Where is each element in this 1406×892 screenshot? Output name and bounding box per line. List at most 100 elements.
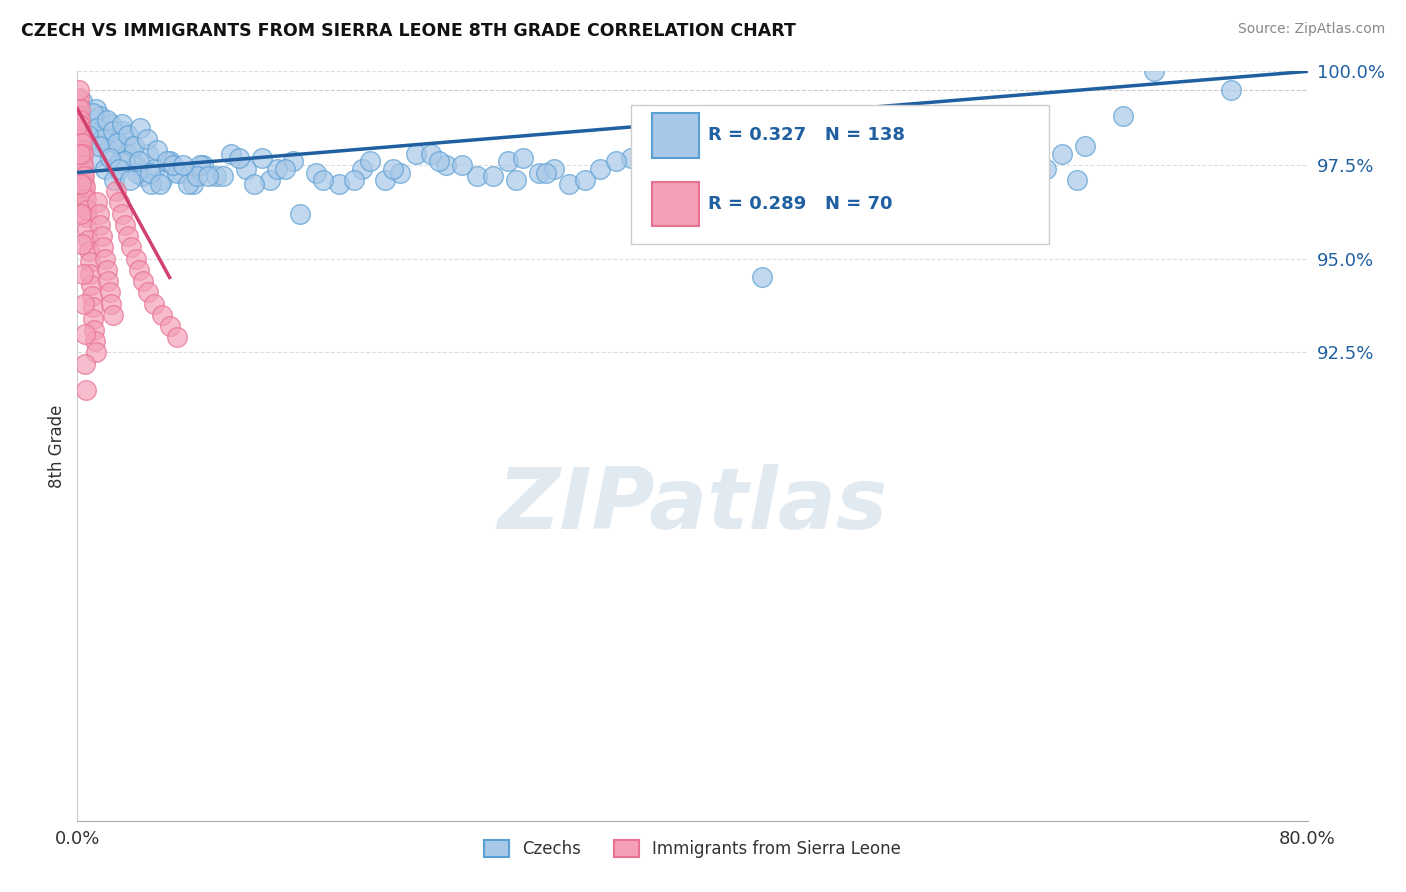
Point — [79, 120, 101, 135]
Point — [67, 98, 90, 112]
Point — [105, 136, 128, 150]
Point — [80, 289, 103, 303]
Point — [851, 154, 873, 169]
Point — [742, 161, 765, 176]
Point — [69, 120, 91, 135]
Point — [243, 177, 266, 191]
Point — [86, 120, 108, 135]
Point — [281, 154, 304, 169]
Text: R = 0.327   N = 138: R = 0.327 N = 138 — [709, 127, 905, 145]
Point — [866, 177, 889, 191]
Point — [1066, 173, 1088, 187]
Point — [820, 173, 842, 187]
Point — [957, 151, 980, 165]
Point — [108, 195, 131, 210]
Point — [69, 113, 91, 128]
Point — [141, 177, 163, 191]
Point — [83, 323, 105, 337]
Point — [79, 267, 101, 281]
Point — [90, 132, 114, 146]
Point — [172, 158, 194, 172]
Point — [70, 143, 93, 157]
Point — [98, 151, 121, 165]
Point — [696, 158, 718, 172]
Point — [87, 139, 110, 153]
Point — [481, 169, 503, 184]
Point — [70, 95, 93, 109]
Point — [70, 136, 93, 150]
Point — [114, 154, 136, 169]
Point — [496, 154, 519, 169]
Point — [131, 169, 153, 184]
Point — [76, 202, 98, 217]
Point — [69, 102, 91, 116]
Point — [82, 301, 104, 315]
Point — [84, 334, 107, 348]
Point — [70, 124, 93, 138]
Point — [266, 161, 288, 176]
Point — [1019, 173, 1042, 187]
Point — [149, 177, 172, 191]
Point — [67, 90, 90, 104]
Point — [72, 267, 94, 281]
Point — [1004, 151, 1026, 165]
Point — [689, 154, 711, 169]
Point — [128, 154, 150, 169]
Point — [75, 199, 97, 213]
Text: Source: ZipAtlas.com: Source: ZipAtlas.com — [1237, 22, 1385, 37]
Point — [1035, 161, 1057, 176]
Point — [84, 102, 107, 116]
Point — [93, 128, 115, 142]
Point — [842, 165, 865, 179]
Point — [110, 154, 132, 169]
Point — [125, 158, 148, 172]
Point — [350, 161, 373, 176]
Point — [605, 154, 627, 169]
Point — [543, 161, 565, 176]
Point — [589, 161, 612, 176]
Point — [75, 383, 97, 397]
Point — [93, 240, 115, 254]
Point — [138, 165, 160, 179]
Point — [73, 180, 96, 194]
Point — [620, 151, 643, 165]
Point — [159, 154, 181, 169]
Point — [427, 154, 450, 169]
Point — [117, 229, 139, 244]
Point — [143, 296, 166, 310]
Legend: Czechs, Immigrants from Sierra Leone: Czechs, Immigrants from Sierra Leone — [477, 833, 908, 864]
Point — [197, 169, 219, 184]
Point — [70, 177, 93, 191]
Point — [1050, 146, 1073, 161]
Point — [136, 285, 159, 300]
Point — [77, 128, 100, 142]
Point — [96, 263, 118, 277]
Point — [127, 165, 149, 179]
Point — [84, 345, 107, 359]
Point — [636, 165, 658, 179]
Point — [897, 158, 920, 172]
Point — [132, 274, 155, 288]
Point — [1073, 139, 1095, 153]
Point — [89, 109, 111, 123]
Point — [436, 158, 458, 172]
Text: R = 0.289   N = 70: R = 0.289 N = 70 — [709, 195, 893, 213]
Point — [727, 169, 749, 184]
Point — [328, 177, 350, 191]
Point — [101, 124, 124, 138]
Point — [250, 151, 273, 165]
Point — [512, 151, 534, 165]
Point — [305, 165, 328, 179]
Point — [312, 173, 335, 187]
Point — [558, 177, 581, 191]
Point — [72, 236, 94, 251]
Point — [212, 169, 235, 184]
Point — [835, 165, 858, 179]
Point — [135, 132, 157, 146]
Point — [75, 192, 97, 206]
Point — [72, 146, 94, 161]
Point — [112, 124, 135, 138]
Point — [166, 330, 188, 344]
Point — [77, 244, 100, 259]
Text: CZECH VS IMMIGRANTS FROM SIERRA LEONE 8TH GRADE CORRELATION CHART: CZECH VS IMMIGRANTS FROM SIERRA LEONE 8T… — [21, 22, 796, 40]
